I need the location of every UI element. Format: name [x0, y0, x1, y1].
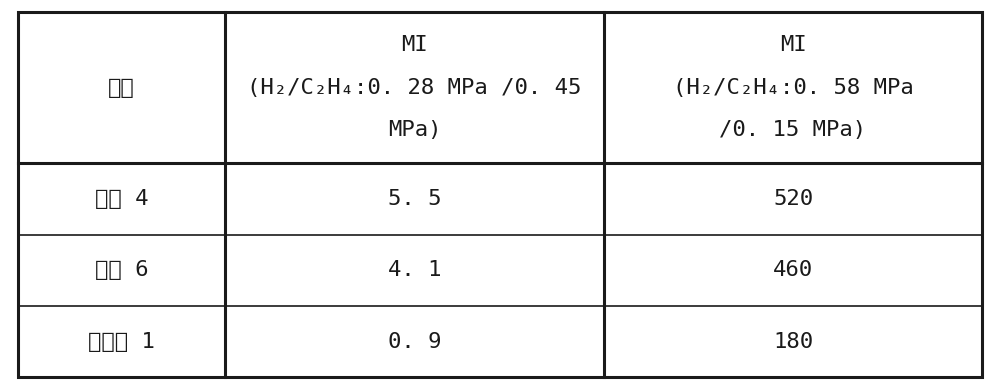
Text: 实例 6: 实例 6 [95, 260, 148, 280]
Text: 0. 9: 0. 9 [388, 332, 441, 352]
Text: 对比例 1: 对比例 1 [88, 332, 155, 352]
Text: 180: 180 [773, 332, 813, 352]
Text: 5. 5: 5. 5 [388, 189, 441, 209]
Text: (H₂/C₂H₄:0. 28 MPa /0. 45: (H₂/C₂H₄:0. 28 MPa /0. 45 [247, 77, 582, 98]
Text: MI: MI [401, 35, 428, 55]
Text: 520: 520 [773, 189, 813, 209]
Text: 4. 1: 4. 1 [388, 260, 441, 280]
Text: 实例 4: 实例 4 [95, 189, 148, 209]
Text: /0. 15 MPa): /0. 15 MPa) [719, 120, 867, 140]
Text: 编号: 编号 [108, 77, 135, 98]
Text: (H₂/C₂H₄:0. 58 MPa: (H₂/C₂H₄:0. 58 MPa [673, 77, 913, 98]
Text: MI: MI [780, 35, 806, 55]
Text: MPa): MPa) [388, 120, 441, 140]
Text: 460: 460 [773, 260, 813, 280]
